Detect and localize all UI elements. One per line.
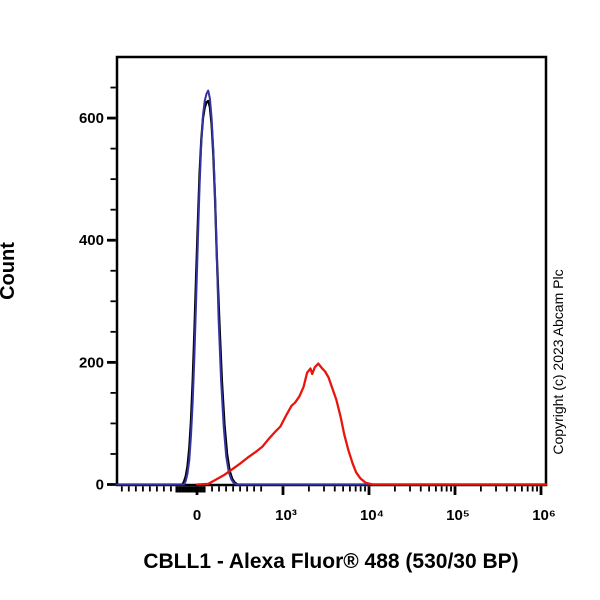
axis-ticks xyxy=(107,86,543,495)
x-axis-title: CBLL1 - Alexa Fluor® 488 (530/30 BP) xyxy=(143,550,518,573)
plot-frame xyxy=(115,55,548,487)
x-tick-label: 0 xyxy=(193,507,201,524)
x-tick-label: 10⁵ xyxy=(446,507,470,524)
y-tick-label: 0 xyxy=(96,477,104,494)
x-tick-label: 10⁶ xyxy=(532,507,556,524)
y-tick-label: 600 xyxy=(79,110,104,127)
curve-unlabelled-control-black xyxy=(115,99,548,486)
y-tick-label: 200 xyxy=(79,354,104,371)
x-tick-label: 10³ xyxy=(275,507,297,524)
histogram-curves xyxy=(115,89,548,486)
curve-cbll1-stained-red xyxy=(195,362,548,486)
curve-secondary-only-control-blue xyxy=(116,89,548,486)
y-axis-title: Count xyxy=(0,242,19,300)
copyright-text: Copyright (c) 2023 Abcam Plc xyxy=(550,269,566,454)
y-tick-label: 400 xyxy=(79,232,104,249)
x-tick-label: 10⁴ xyxy=(360,507,384,524)
axis-tick-labels: 0 200 400 600 0 10³ 10⁴ 10⁵ 10⁶ xyxy=(79,110,556,524)
